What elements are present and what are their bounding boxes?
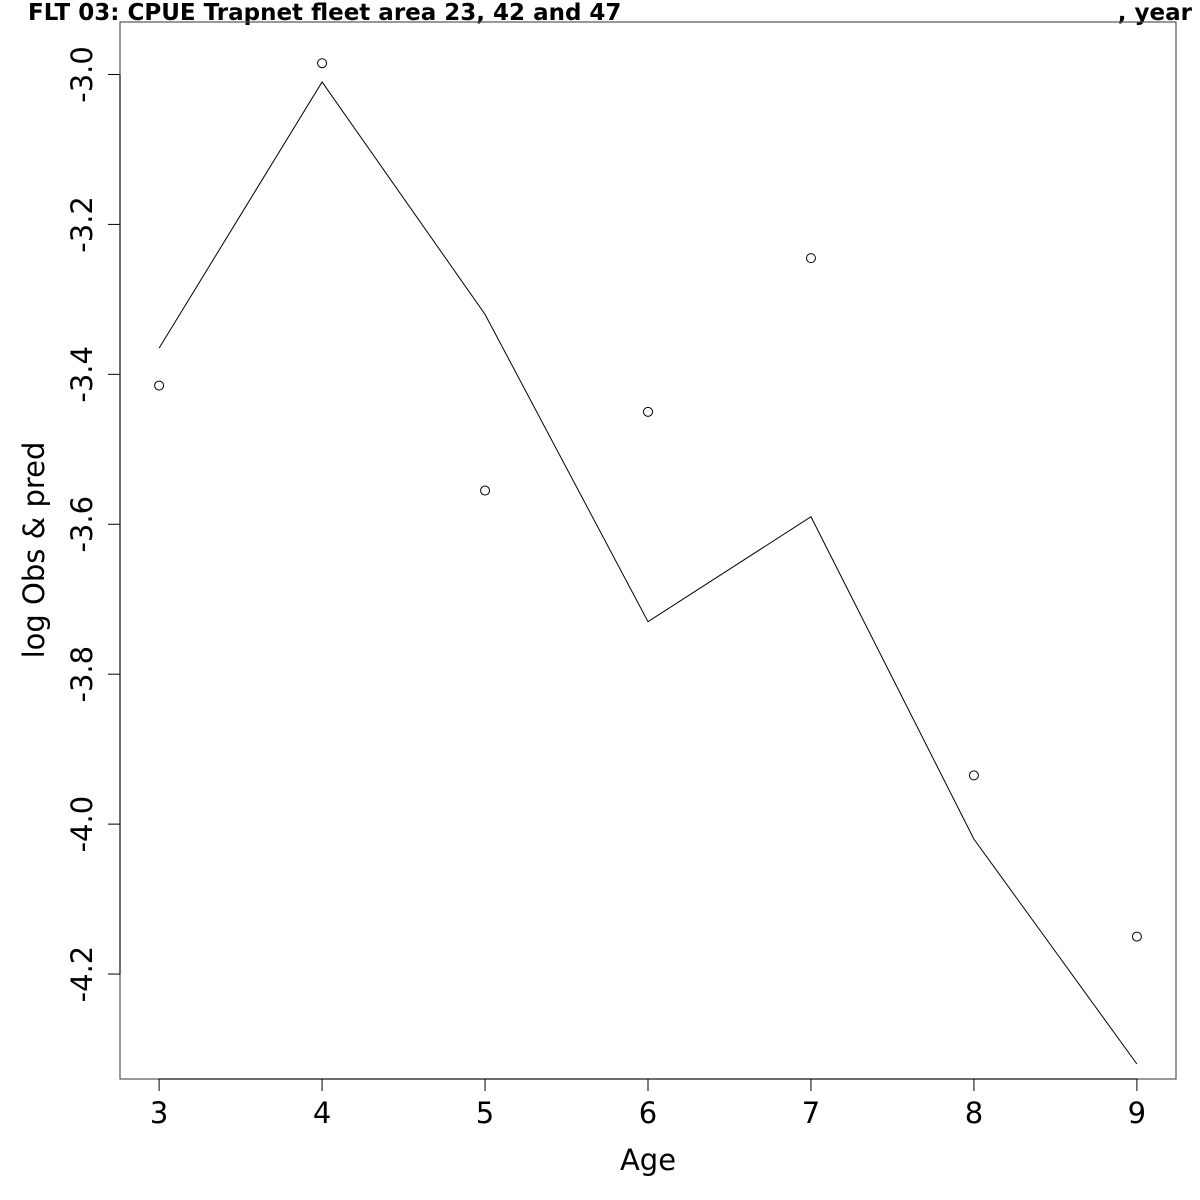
obs-point	[968, 770, 979, 781]
x-axis-title: Age	[620, 1143, 676, 1177]
obs-point	[480, 485, 491, 496]
x-tick-label: 5	[476, 1096, 494, 1130]
obs-point	[805, 253, 816, 264]
obs-point	[317, 58, 328, 69]
pred-series-line	[158, 81, 1138, 1065]
y-axis-title: log Obs & pred	[17, 442, 51, 659]
y-tick-label: -3.4	[65, 346, 99, 403]
x-tick-label: 4	[313, 1096, 331, 1130]
obs-point	[1131, 931, 1142, 942]
y-axis: -4.2 -4.0 -3.8 -3.6 -3.4 -3.2 -3.0	[65, 46, 121, 1003]
x-tick-label: 3	[150, 1096, 168, 1130]
obs-point	[154, 380, 165, 391]
x-tick-label: 9	[1128, 1096, 1146, 1130]
obs-point	[643, 406, 653, 417]
y-tick-label: -3.2	[65, 196, 99, 253]
y-tick-label: -4.0	[65, 796, 99, 853]
x-axis: 3 4 5 6 7 8 9	[150, 1078, 1146, 1130]
x-tick-label: 8	[965, 1096, 983, 1130]
y-tick-label: -3.8	[65, 646, 99, 703]
plot-frame	[119, 21, 1177, 1080]
x-tick-label: 6	[639, 1096, 657, 1130]
y-tick-label: -4.2	[65, 946, 99, 1003]
y-tick-label: -3.6	[65, 496, 99, 553]
series-layer	[154, 58, 1142, 1065]
x-tick-label: 7	[802, 1096, 820, 1130]
y-tick-label: -3.0	[65, 46, 99, 103]
